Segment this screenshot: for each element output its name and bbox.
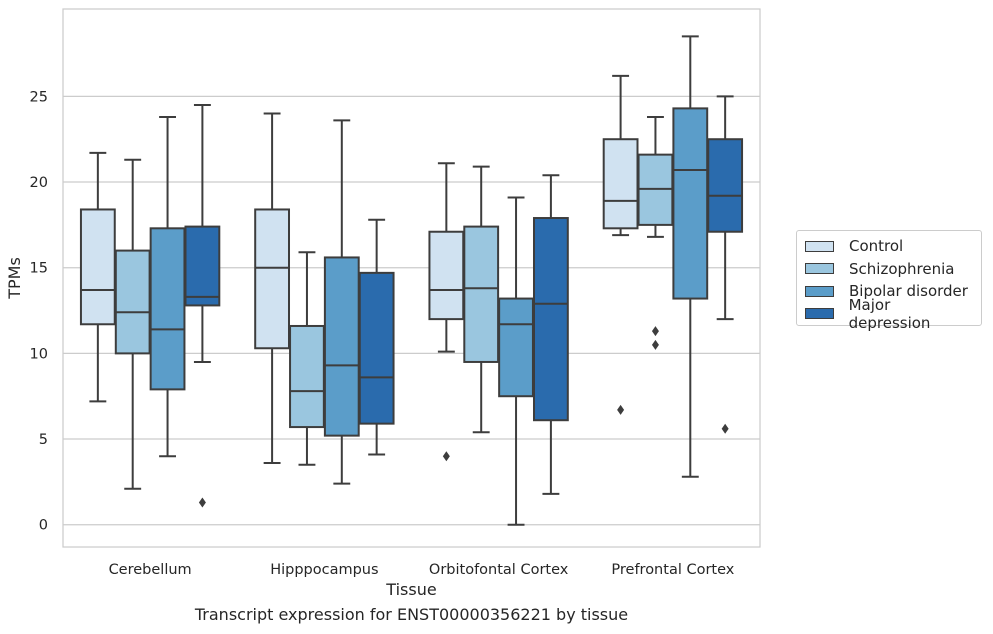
legend-item-control: Control <box>803 235 975 258</box>
box-plot-series <box>79 35 744 526</box>
box-group <box>463 165 500 434</box>
y-tick-label: 15 <box>30 261 48 277</box>
legend-swatch-major-depression <box>805 308 834 320</box>
box-group <box>289 251 325 466</box>
x-tick-label: Prefrontal Cortex <box>611 562 734 578</box>
outlier-marker <box>651 326 659 337</box>
legend-swatch-schizophrenia <box>805 263 834 275</box>
legend-label-control: Control <box>849 237 904 256</box>
box-iqr <box>149 227 186 391</box>
box-group <box>323 119 360 485</box>
box-group <box>254 112 291 465</box>
y-axis-label: TPMs <box>5 257 24 300</box>
box-group <box>358 218 395 456</box>
box-group <box>114 158 151 490</box>
outlier-marker <box>651 339 659 350</box>
legend-label-schizophrenia: Schizophrenia <box>849 259 955 278</box>
chart-legend: Control Schizophrenia Bipolar disorder M… <box>796 230 982 332</box>
box-iqr <box>428 230 465 321</box>
outlier-marker <box>442 451 450 462</box>
box-iqr <box>289 324 325 429</box>
y-tick-label: 0 <box>39 518 48 534</box>
box-group <box>428 162 465 462</box>
box-iqr <box>672 107 709 300</box>
box-iqr <box>463 225 500 363</box>
box-iqr <box>79 208 116 326</box>
box-iqr <box>602 138 639 230</box>
y-tick-label: 25 <box>30 89 48 105</box>
box-iqr <box>323 256 360 437</box>
legend-swatch-bipolar-disorder <box>805 285 834 297</box>
legend-item-bipolar-disorder: Bipolar disorder <box>803 280 975 303</box>
legend-item-major-depression: Major depression <box>803 296 975 332</box>
box-iqr <box>498 297 534 398</box>
legend-swatch-control <box>805 240 834 252</box>
box-group <box>498 196 534 526</box>
box-iqr <box>254 208 291 350</box>
chart-caption: Transcript expression for ENST0000035622… <box>194 605 629 624</box>
y-tick-label: 5 <box>39 432 48 448</box>
x-tick-label: Orbitofontal Cortex <box>429 562 569 578</box>
box-iqr <box>114 249 151 355</box>
x-tick-label: Cerebellum <box>109 562 192 578</box>
legend-label-major-depression: Major depression <box>848 295 931 332</box>
legend-item-schizophrenia: Schizophrenia <box>803 258 975 281</box>
box-group <box>79 151 116 403</box>
y-tick-label: 10 <box>30 346 48 362</box>
box-group <box>532 174 569 495</box>
box-group <box>184 103 221 508</box>
outlier-marker <box>198 497 206 508</box>
plot-frame <box>62 8 761 548</box>
box-iqr <box>532 217 569 422</box>
outlier-marker <box>617 404 625 415</box>
y-tick-labels: 0 5 10 15 20 25 <box>30 89 48 533</box>
box-group <box>602 74 639 415</box>
x-tick-label: Hipppocampus <box>270 562 378 578</box>
box-group <box>637 115 674 350</box>
box-iqr <box>184 225 221 307</box>
box-iqr <box>707 138 744 233</box>
box-iqr <box>358 271 395 425</box>
box-group <box>149 115 186 458</box>
y-tick-label: 20 <box>30 175 48 191</box>
x-tick-labels: Cerebellum Hipppocampus Orbitofontal Corte… <box>109 562 735 578</box>
outlier-marker <box>721 423 729 434</box>
x-axis-label: Tissue <box>385 580 436 599</box>
box-group <box>707 95 744 434</box>
box-group <box>672 35 709 478</box>
legend-label-bipolar-disorder: Bipolar disorder <box>849 282 968 301</box>
